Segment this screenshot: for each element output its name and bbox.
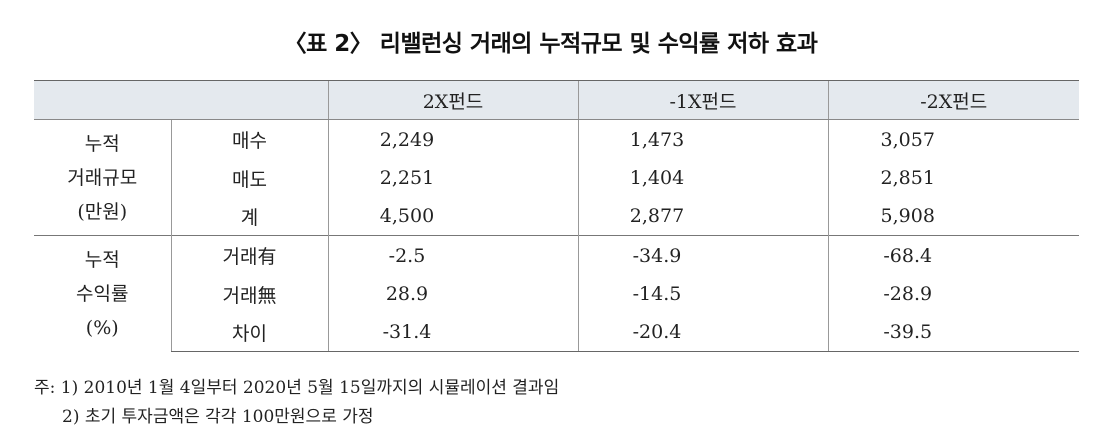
table-cell: 1,404 [577,159,828,197]
table-cell: -34.9 [577,235,828,275]
group-label-line: 거래규모 [67,166,138,189]
table-cell: 5,908 [827,197,1079,236]
table-cell: -2.5 [327,235,578,275]
row-label: 계 [170,197,328,236]
footnote: 주: 1) 2010년 1월 4일부터 2020년 5월 15일까지의 시뮬레이… [34,378,560,398]
row-label: 거래有 [170,235,328,275]
table-row: 계 4,500 2,877 5,908 [34,197,1079,236]
table-cell: 1,473 [577,119,828,159]
row-label: 매수 [170,119,328,159]
table-row: 거래無 28.9 -14.5 -28.9 [34,275,1079,313]
group-label: 누적 수익률 (%) [34,235,171,352]
table-row: 누적 거래규모 (만원) 매수 2,249 1,473 3,057 [34,119,1079,223]
table-cell: -20.4 [577,313,828,352]
table-cell: -31.4 [327,313,578,352]
data-table: 2X펀드 -1X펀드 -2X펀드 누적 거래규모 (만원) 매수 2,249 1… [34,80,1079,352]
table-cell: -14.5 [577,275,828,313]
table-cell: -39.5 [827,313,1079,352]
footnote: 2) 초기 투자금액은 각각 100만원으로 가정 [62,407,374,427]
table-cell: 2,251 [327,159,578,197]
table-cell: 2,851 [827,159,1079,197]
table-row: 차이 -31.4 -20.4 -39.5 [34,313,1079,352]
table-title: 〈표 2〉 리밸런싱 거래의 누적규모 및 수익률 저하 효과 [283,31,818,57]
table-cell: 2,877 [577,197,828,236]
group-label-line: (%) [85,316,119,339]
header-row: 2X펀드 -1X펀드 -2X펀드 [34,80,1079,120]
table-cell: -28.9 [827,275,1079,313]
group-label-line: 누적 [84,248,120,271]
column-header: -1X펀드 [577,80,828,120]
table-cell: -68.4 [827,235,1079,275]
table-cell: 3,057 [827,119,1079,159]
group-label-line: (만원) [77,200,128,223]
table-cell: 28.9 [327,275,578,313]
table-row: 매도 2,251 1,404 2,851 [34,159,1079,197]
group-label-line: 수익률 [76,282,129,305]
group-label-line: 누적 [84,132,120,155]
header-corner [34,80,328,120]
row-label: 차이 [170,313,328,352]
row-label: 매도 [170,159,328,197]
group-label: 누적 거래규모 (만원) [34,120,171,236]
table-cell: 2,249 [327,119,578,159]
row-label: 거래無 [170,275,328,313]
footnotes: 주: 1) 2010년 1월 4일부터 2020년 5월 15일까지의 시뮬레이… [34,374,559,432]
column-header: -2X펀드 [827,80,1079,120]
table-cell: 4,500 [327,197,578,236]
table-row: 누적 수익률 (%) 거래有 -2.5 -34.9 -68.4 [34,235,1079,352]
column-header: 2X펀드 [327,80,578,120]
